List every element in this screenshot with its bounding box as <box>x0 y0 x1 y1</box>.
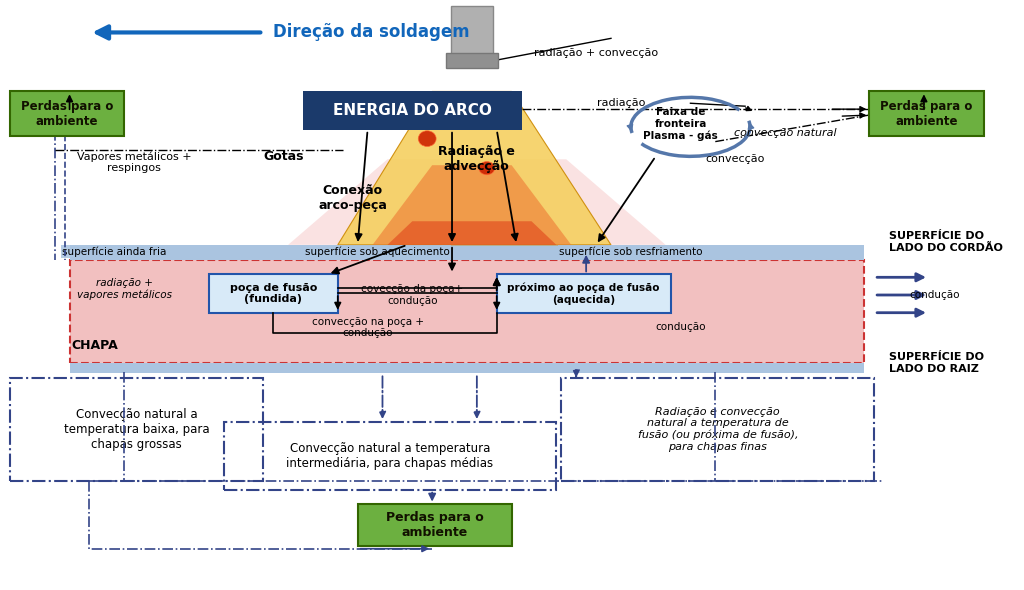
Text: Convecção natural a temperatura
intermediária, para chapas médias: Convecção natural a temperatura intermed… <box>287 442 494 470</box>
Text: radiação + convecção: radiação + convecção <box>534 48 658 58</box>
Text: condução: condução <box>655 323 706 332</box>
Bar <box>209 274 338 313</box>
Bar <box>70 363 864 373</box>
Text: CHAPA: CHAPA <box>72 339 119 352</box>
Bar <box>497 274 671 313</box>
Text: radiação: radiação <box>597 99 645 108</box>
Polygon shape <box>387 221 556 245</box>
Text: convecção natural: convecção natural <box>733 128 837 137</box>
Ellipse shape <box>418 131 436 146</box>
Text: radiação +
vapores metálicos: radiação + vapores metálicos <box>77 278 172 300</box>
Text: poça de fusão
(fundida): poça de fusão (fundida) <box>229 283 316 304</box>
Bar <box>357 504 512 546</box>
Text: Conexão
arco-peça: Conexão arco-peça <box>318 183 387 212</box>
Text: superfície sob resfriamento: superfície sob resfriamento <box>559 247 702 257</box>
Text: condução: condução <box>909 290 959 300</box>
Text: superfície sob aquecimento: superfície sob aquecimento <box>305 247 450 257</box>
Text: Vapores metálicos +
respingos: Vapores metálicos + respingos <box>77 151 191 173</box>
Bar <box>10 91 124 136</box>
Bar <box>446 53 498 68</box>
Text: SUPERFÍCIE DO
LADO DO CORDÃO: SUPERFÍCIE DO LADO DO CORDÃO <box>889 231 1004 253</box>
Text: Perdas para o
ambiente: Perdas para o ambiente <box>881 100 973 127</box>
Text: covecção da poça+
condução: covecção da poça+ condução <box>361 284 463 306</box>
Text: Faixa de
fronteira
Plasma - gás: Faixa de fronteira Plasma - gás <box>643 107 718 141</box>
Bar <box>561 378 874 481</box>
Polygon shape <box>288 159 666 245</box>
Text: superfície ainda fria: superfície ainda fria <box>62 247 167 257</box>
Text: Convecção natural a
temperatura baixa, para
chapas grossas: Convecção natural a temperatura baixa, p… <box>63 408 210 451</box>
Bar <box>303 91 521 130</box>
Bar <box>70 245 864 260</box>
Bar <box>10 378 263 481</box>
Text: convecção: convecção <box>706 155 765 164</box>
Text: próximo ao poça de fusão
(aquecida): próximo ao poça de fusão (aquecida) <box>508 283 659 304</box>
Text: Direção da soldagem: Direção da soldagem <box>273 24 470 41</box>
Text: Perdas para o
ambiente: Perdas para o ambiente <box>386 511 483 539</box>
Text: Perdas para o
ambiente: Perdas para o ambiente <box>20 100 114 127</box>
Text: Radiação e convecção
natural a temperatura de
fusão (ou próxima de fusão),
para : Radiação e convecção natural a temperatu… <box>638 407 798 452</box>
Text: Radiação e
advecção: Radiação e advecção <box>438 145 515 173</box>
Text: convecção na poça +
condução: convecção na poça + condução <box>311 317 424 338</box>
Polygon shape <box>373 165 571 245</box>
Text: SUPERFÍCIE DO
LADO DO RAIZ: SUPERFÍCIE DO LADO DO RAIZ <box>889 352 984 373</box>
Bar <box>869 91 983 136</box>
Polygon shape <box>338 91 611 245</box>
Bar <box>223 422 556 490</box>
Bar <box>451 6 493 59</box>
Bar <box>70 260 864 363</box>
Text: Gotas: Gotas <box>263 150 303 163</box>
Ellipse shape <box>479 162 495 175</box>
Text: ENERGIA DO ARCO: ENERGIA DO ARCO <box>333 103 492 118</box>
